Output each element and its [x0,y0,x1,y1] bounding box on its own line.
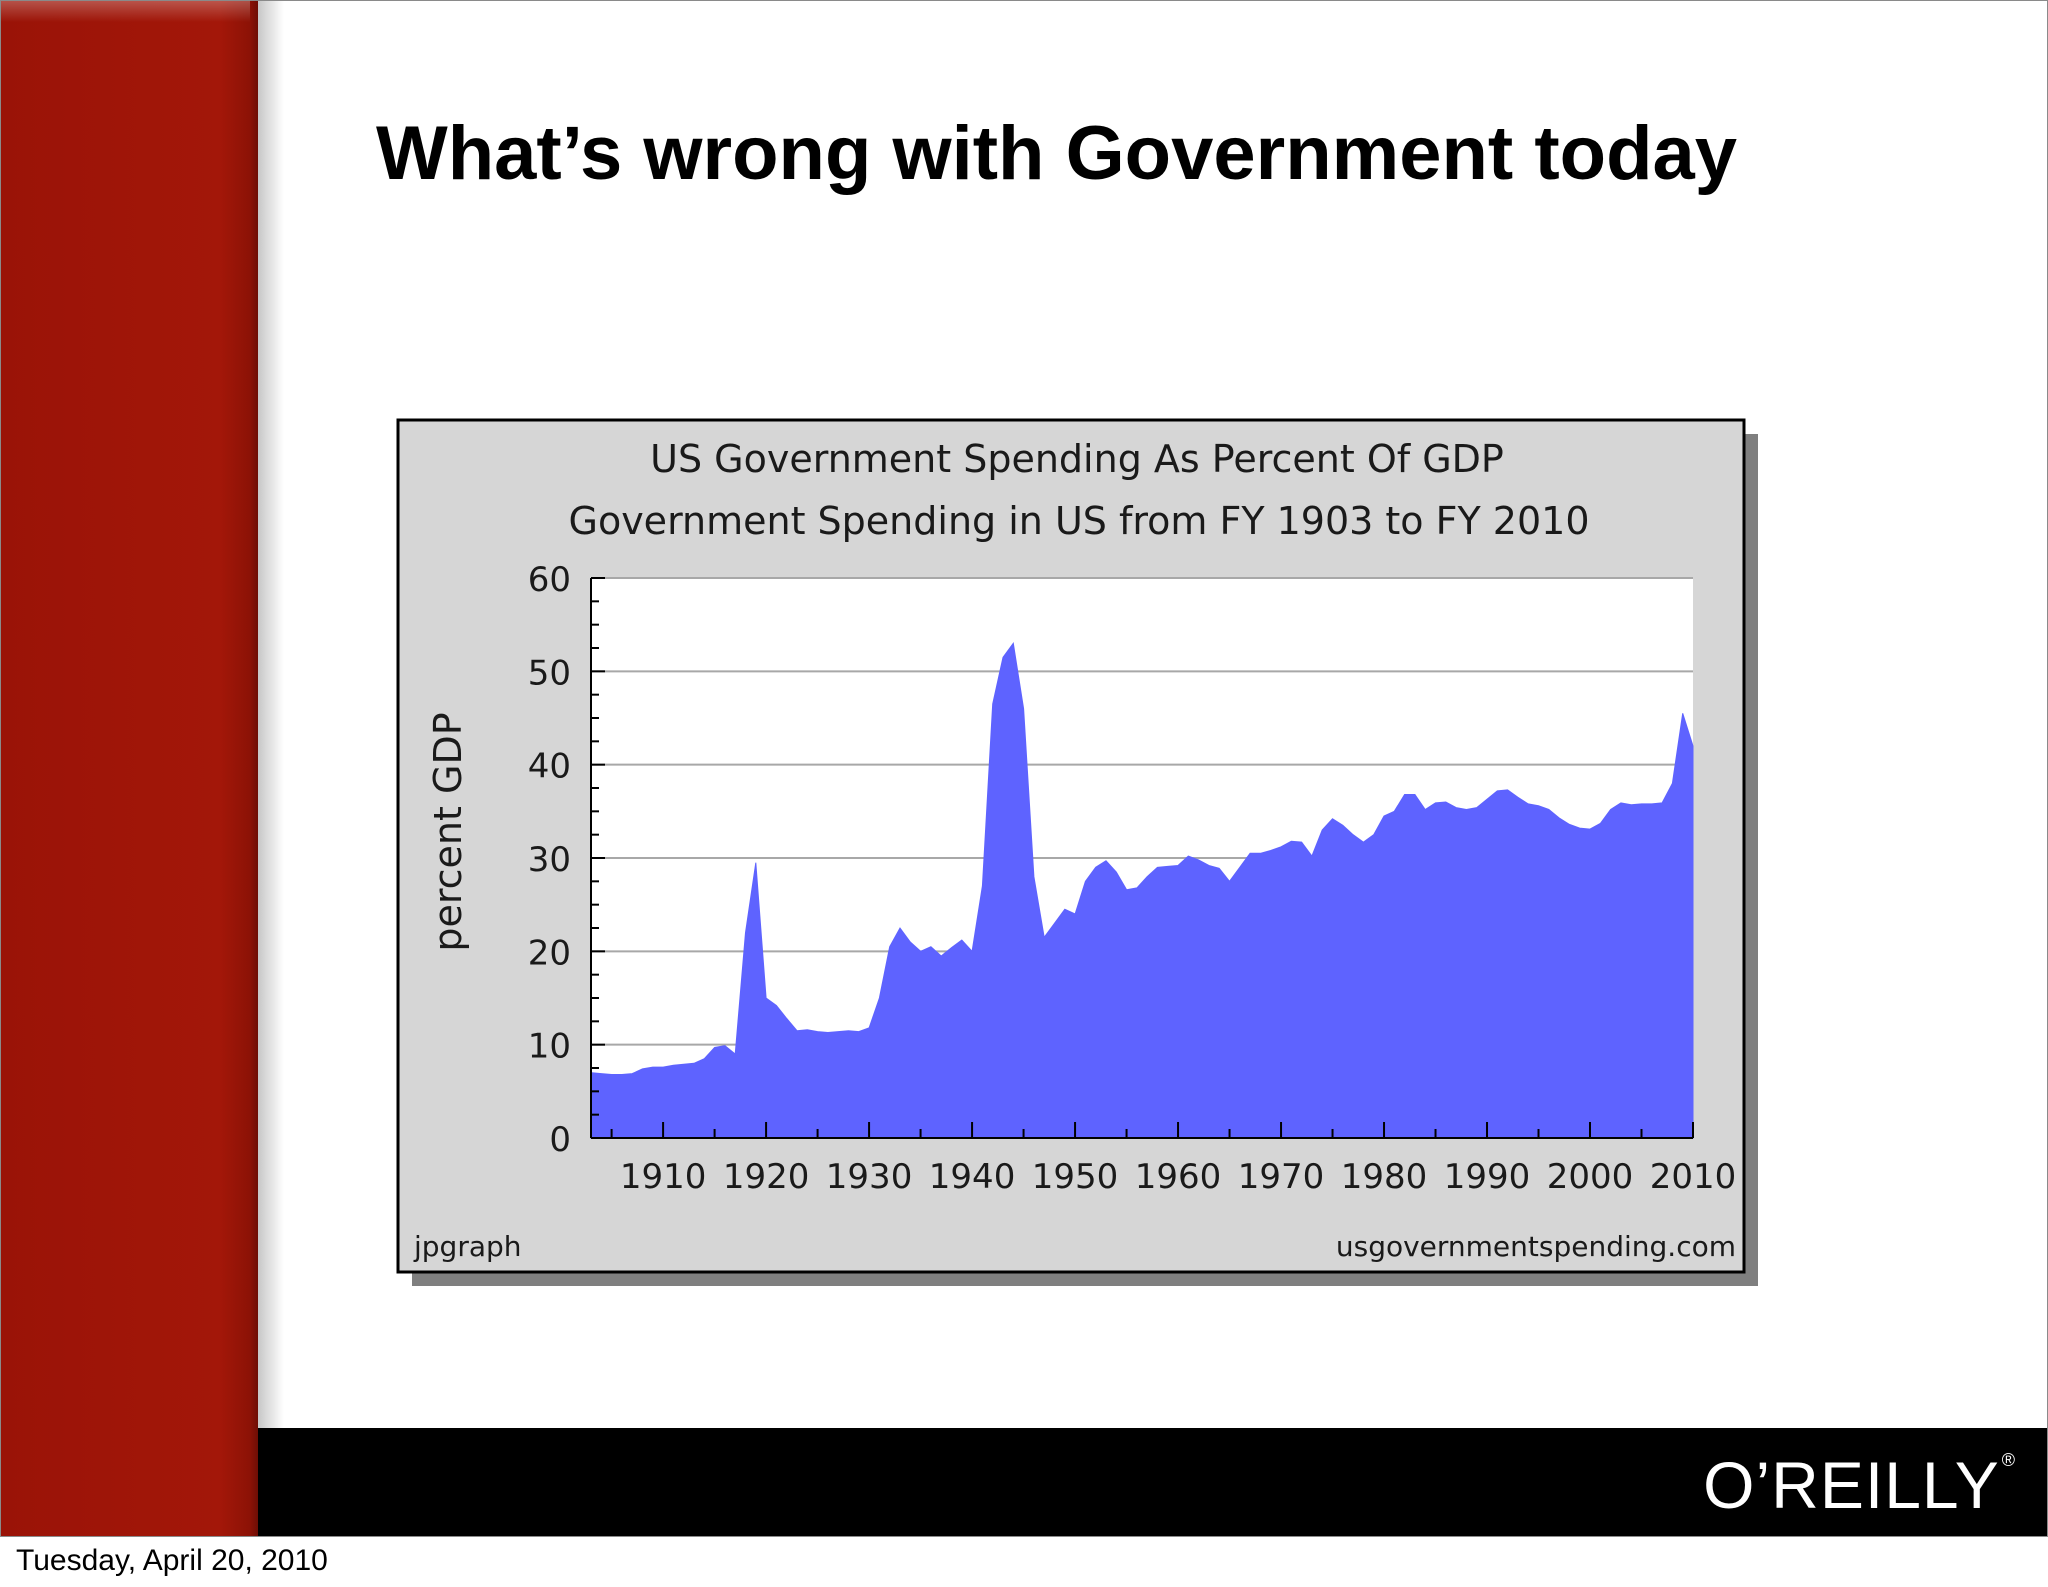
red-bar-shadow [258,0,284,1428]
slide: What’s wrong with Government today 0 10 20… [0,0,2048,1537]
x-tick-label: 1970 [1238,1157,1325,1197]
y-axis-label: percent GDP [426,712,470,951]
chart-title: US Government Spending As Percent Of GDP [650,437,1504,481]
red-bar-gloss [0,0,250,22]
y-tick-label: 0 [549,1120,571,1160]
slide-title: What’s wrong with Government today [376,111,1738,196]
bottom-bar [258,1428,2048,1537]
y-tick-label: 60 [528,560,571,600]
y-tick-label: 40 [528,747,571,787]
x-tick-label: 2000 [1547,1157,1634,1197]
x-tick-labels: 1910 1920 1930 1940 1950 1960 1970 1980 1990 2000… [620,1157,1736,1197]
x-tick-label: 1910 [620,1157,707,1197]
spending-area [590,642,1694,1139]
x-tick-label: 1990 [1444,1157,1531,1197]
y-tick-label: 20 [528,933,571,973]
credit-right: usgovernmentspending.com [1336,1230,1736,1263]
oreilly-logo: O’REILLY ® [1703,1440,2016,1530]
x-tick-label: 1960 [1135,1157,1222,1197]
registered-mark: ® [2001,1450,2016,1470]
x-tick-label: 2010 [1650,1157,1737,1197]
x-tick-label: 1950 [1032,1157,1119,1197]
y-tick-labels: 0 10 20 30 40 50 60 [528,560,571,1160]
red-side-bar [0,0,258,1537]
chart-subtitle: Government Spending in US from FY 1903 t… [569,499,1590,543]
x-tick-label: 1940 [929,1157,1016,1197]
credit-left: jpgraph [413,1230,522,1263]
y-tick-label: 50 [528,653,571,693]
y-tick-label: 10 [528,1027,571,1067]
footer-date: Tuesday, April 20, 2010 [16,1544,328,1577]
logo-text: O’REILLY [1703,1448,2000,1522]
x-tick-label: 1920 [723,1157,810,1197]
y-tick-label: 30 [528,840,571,880]
x-tick-label: 1930 [826,1157,913,1197]
axes [590,577,1694,1139]
x-tick-label: 1980 [1341,1157,1428,1197]
